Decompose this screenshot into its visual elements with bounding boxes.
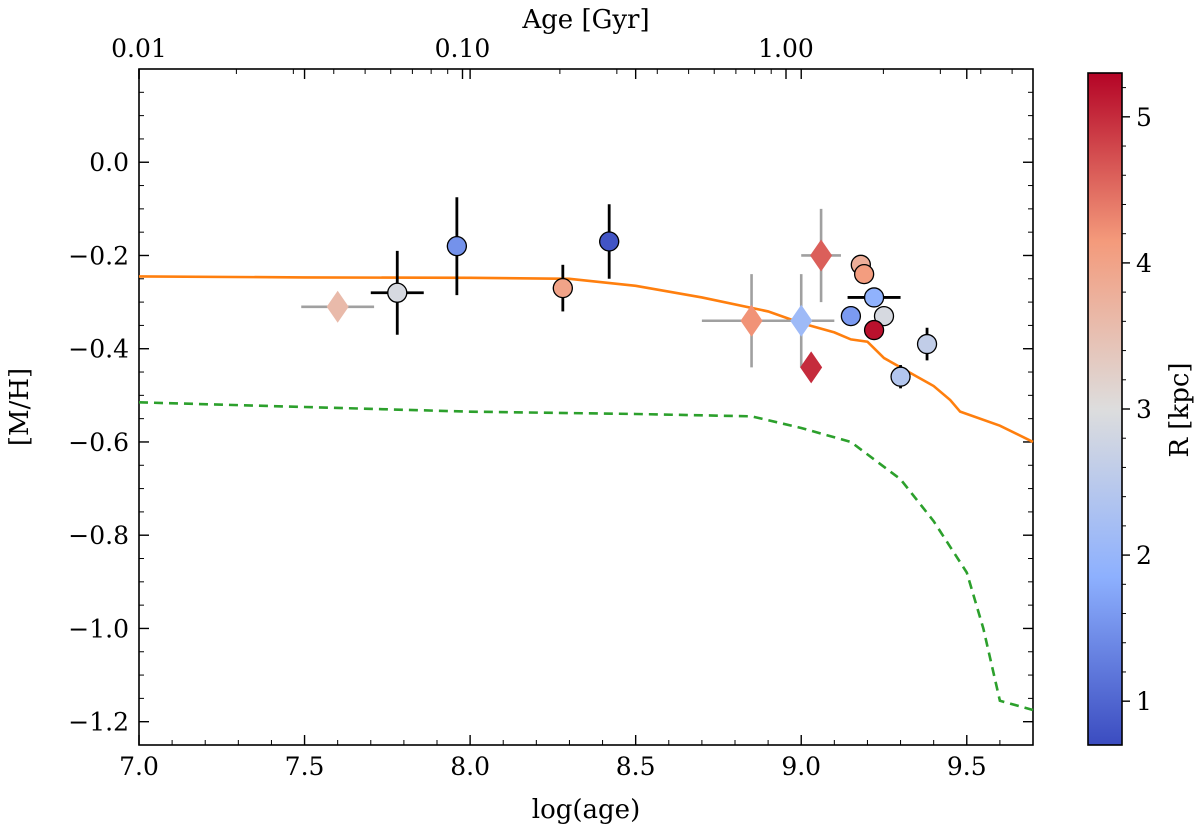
top-tick-label: 0.01 [111,34,167,63]
plot-frame [138,68,1034,746]
colorbar-tick-label: 2 [1136,541,1152,570]
data-points-layer [301,197,938,389]
y-tick-label: −1.0 [68,614,129,643]
circle-point [863,287,885,308]
y-tick-label: −0.4 [68,335,129,364]
circle-point [873,305,895,327]
y-axis-label: [M/H] [5,368,35,446]
x-tick-label: 9.0 [781,752,821,781]
y-tick-label: −0.2 [68,241,129,270]
colorbar-ticks: 1 2 3 4 5 [1122,87,1152,716]
circle-point [387,282,408,303]
colorbar-tick-label: 5 [1136,103,1152,132]
x-axis-label: log(age) [532,795,640,825]
colorbar-tick-label: 3 [1136,395,1152,424]
top-tick-label: 0.10 [435,34,491,63]
y-tick-label: −1.2 [68,708,129,737]
x-tick-label: 8.0 [450,752,490,781]
diamond-point [800,351,823,384]
circle-point [890,366,911,387]
y-tick-label: −0.8 [68,521,129,550]
diamond-point [790,304,813,337]
model-dashed-line [138,401,1034,712]
x-tick-label: 9.5 [947,752,987,781]
x-tick-label: 7.5 [285,752,325,781]
model-solid-line [138,275,1034,444]
x-tick-label: 8.5 [616,752,656,781]
circle-point [552,277,573,299]
colorbar-label: R [kpc] [1165,362,1195,457]
colorbar-tick-label: 1 [1136,687,1152,716]
circle-point [840,305,862,327]
circle-point [446,236,468,257]
y-tick-label: 0.0 [89,148,129,177]
x-tick-label: 7.0 [119,752,159,781]
diamond-point [810,239,833,272]
circle-point [853,263,875,285]
top-axis-label: Age [Gyr] [521,5,649,35]
circle-point [599,231,620,252]
colorbar [1087,72,1123,746]
diamond-point [326,290,349,323]
colorbar-tick-label: 4 [1136,249,1152,278]
circle-point [916,333,938,355]
circle-point [863,319,885,341]
top-tick-label: 1.00 [758,34,814,63]
model-lines-layer [138,275,1034,712]
diamond-point [740,304,763,337]
ticks-layer: 7.0 7.5 8.0 8.5 9.0 9.5 0.0 −0.2 −0.4 −0.6 −0.8 −1.… [68,34,1033,781]
y-tick-label: −0.6 [68,428,129,457]
